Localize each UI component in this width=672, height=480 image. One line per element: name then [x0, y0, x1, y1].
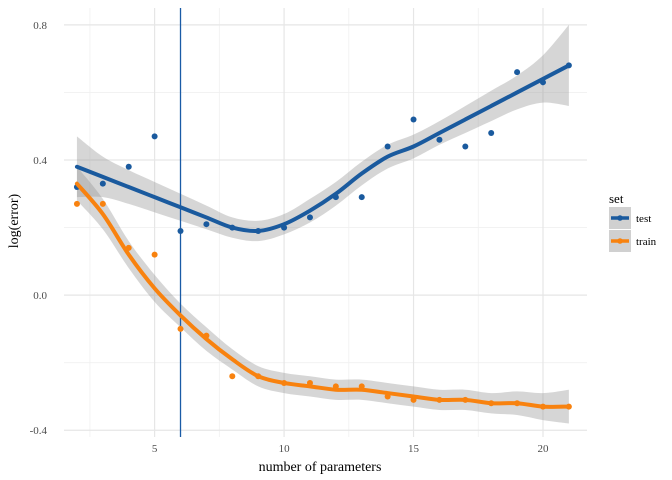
- point-test: [384, 143, 391, 150]
- confidence-ribbons: [76, 24, 569, 424]
- point-test: [177, 227, 184, 234]
- legend-label-train: train: [636, 236, 657, 248]
- point-test: [151, 133, 158, 140]
- point-test: [488, 129, 495, 136]
- x-axis-ticks: 5 10 15 20: [152, 443, 549, 455]
- y-axis-title: log(error): [7, 193, 22, 248]
- point-train: [73, 200, 80, 207]
- point-test: [99, 180, 106, 187]
- line-test: [74, 63, 571, 234]
- legend-key-point-test: [617, 215, 623, 221]
- y-tick-label: 0.8: [33, 20, 47, 32]
- point-train: [229, 373, 236, 380]
- line-train: [74, 181, 571, 409]
- point-test: [410, 116, 417, 123]
- point-train: [99, 200, 106, 207]
- point-test: [436, 136, 443, 143]
- legend-key-point-train: [617, 238, 623, 244]
- legend-title: set: [609, 191, 624, 206]
- grid-major: [64, 8, 587, 437]
- ribbon-train: [76, 166, 569, 424]
- point-test: [203, 221, 210, 228]
- smooth-lines: [74, 63, 571, 409]
- x-tick-label: 5: [152, 443, 158, 455]
- plot-area: [64, 8, 587, 437]
- point-train: [151, 251, 158, 258]
- point-test: [125, 163, 132, 170]
- x-tick-label: 20: [537, 443, 549, 455]
- x-axis-title: number of parameters: [259, 460, 382, 475]
- point-train: [177, 325, 184, 332]
- y-tick-label: 0.4: [33, 155, 47, 167]
- point-test: [358, 194, 365, 201]
- point-test: [462, 143, 469, 150]
- point-test: [514, 69, 521, 76]
- y-tick-label: -0.4: [30, 425, 48, 437]
- legend: set test train: [609, 191, 657, 252]
- y-tick-label: 0.0: [33, 290, 47, 302]
- x-tick-label: 15: [408, 443, 420, 455]
- y-axis-ticks: -0.4 0.0 0.4 0.8: [30, 20, 48, 437]
- ribbon-test: [76, 24, 569, 242]
- point-test: [306, 214, 313, 221]
- x-tick-label: 10: [279, 443, 291, 455]
- legend-label-test: test: [636, 213, 651, 225]
